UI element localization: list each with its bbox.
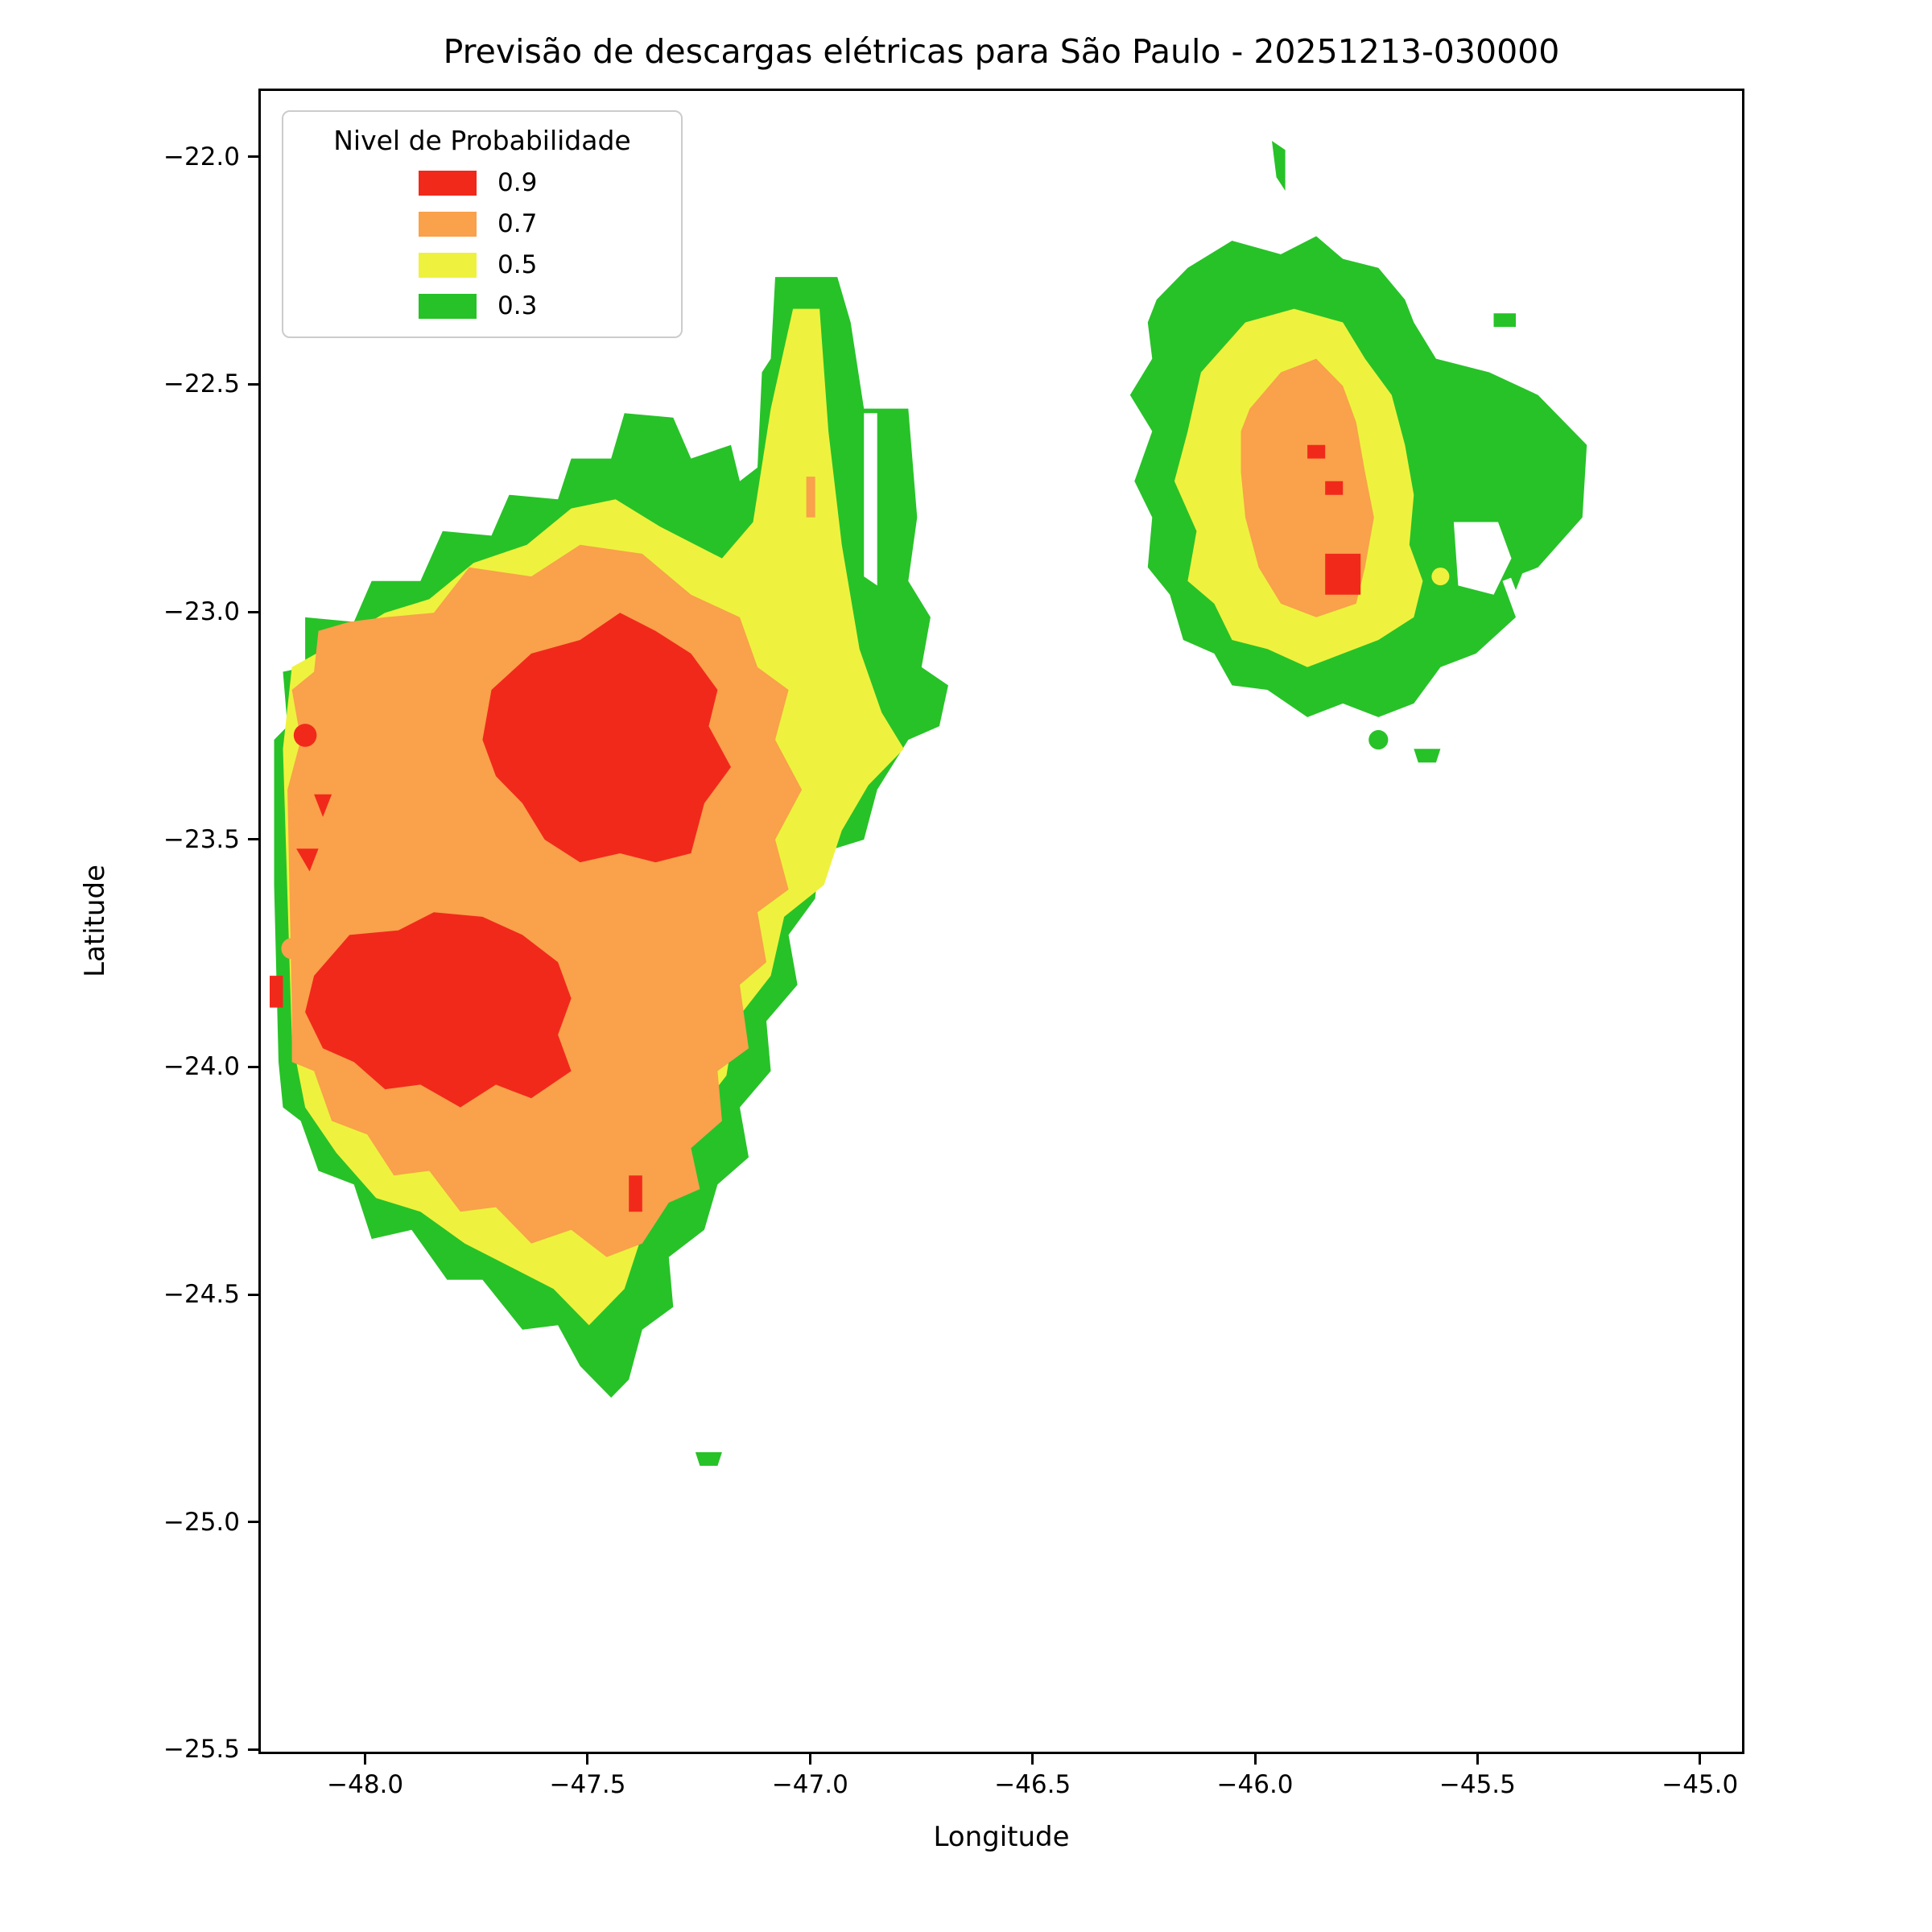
contour-region-ne-notch-gap bbox=[1453, 522, 1512, 595]
contour-region-sw-core-south bbox=[305, 912, 572, 1108]
legend-swatch-0.5 bbox=[419, 252, 477, 278]
legend-title: Nivel de Probabilidade bbox=[333, 125, 631, 156]
legend-label-0.7: 0.7 bbox=[497, 209, 538, 238]
contour-region-ne-core-dash-1 bbox=[1307, 444, 1326, 459]
legend-label-0.9: 0.9 bbox=[497, 168, 538, 197]
y-tick-5 bbox=[248, 1293, 258, 1296]
contour-region-ne-dash-east bbox=[1493, 313, 1516, 328]
y-tick-label-7: −25.5 bbox=[163, 1735, 240, 1765]
y-tick-3 bbox=[248, 838, 258, 841]
contour-canvas bbox=[270, 141, 1587, 1466]
x-tick-label-3: −46.5 bbox=[994, 1770, 1071, 1799]
contour-region-ne-notch-fleck bbox=[1507, 567, 1525, 590]
y-tick-label-4: −24.0 bbox=[163, 1052, 240, 1082]
x-tick-label-0: −48.0 bbox=[327, 1770, 404, 1799]
legend-entry-0.5: 0.5 bbox=[291, 250, 673, 279]
legend-swatch-0.3 bbox=[419, 293, 477, 319]
contour-region-ne-core bbox=[1325, 553, 1361, 595]
contour-region-sw-south-dash bbox=[629, 1175, 642, 1212]
y-tick-7 bbox=[248, 1748, 258, 1751]
contour-marker-ne-green-dot bbox=[1368, 729, 1389, 750]
y-tick-6 bbox=[248, 1521, 258, 1524]
x-tick-4 bbox=[1253, 1754, 1257, 1765]
x-tick-3 bbox=[1031, 1754, 1034, 1765]
contour-region-ne-core-dash-2 bbox=[1325, 481, 1344, 495]
legend-swatch-0.7 bbox=[419, 211, 477, 237]
y-tick-2 bbox=[248, 610, 258, 613]
legend-items: 0.9 0.7 0.5 0.3 bbox=[291, 168, 673, 320]
contour-region-sw-core-north bbox=[482, 613, 731, 863]
x-tick-5 bbox=[1476, 1754, 1479, 1765]
x-tick-label-4: −46.0 bbox=[1216, 1770, 1294, 1799]
y-tick-label-2: −23.0 bbox=[163, 597, 240, 627]
legend-label-0.3: 0.3 bbox=[497, 291, 538, 320]
y-tick-label-1: −22.5 bbox=[163, 369, 240, 399]
contour-region-south-dash bbox=[695, 1452, 722, 1466]
contour-marker-west-orange-dot bbox=[281, 938, 303, 960]
contour-region-west-edge-bit-2 bbox=[296, 848, 319, 872]
contour-region-west-edge-bit-1 bbox=[314, 794, 332, 817]
legend-entry-0.9: 0.9 bbox=[291, 168, 673, 197]
legend-entry-0.3: 0.3 bbox=[291, 291, 673, 320]
y-axis-label: Latitude bbox=[79, 865, 111, 977]
contour-region-strip-gap bbox=[864, 413, 877, 586]
contour-region-ne-storm-high bbox=[1241, 358, 1374, 617]
x-tick-label-1: −47.5 bbox=[549, 1770, 626, 1799]
x-axis-label: Longitude bbox=[933, 1821, 1070, 1853]
y-tick-4 bbox=[248, 1065, 258, 1068]
contour-marker-ne-yellow-dot bbox=[1431, 568, 1450, 586]
x-tick-0 bbox=[364, 1754, 367, 1765]
x-tick-1 bbox=[586, 1754, 589, 1765]
contour-region-west-edge-bit-3 bbox=[270, 976, 283, 1008]
legend-label-0.5: 0.5 bbox=[497, 250, 538, 279]
legend: Nivel de Probabilidade 0.9 0.7 0.5 0.3 bbox=[282, 110, 683, 338]
x-tick-label-5: −45.5 bbox=[1439, 1770, 1516, 1799]
y-tick-1 bbox=[248, 382, 258, 386]
x-tick-label-2: −47.0 bbox=[771, 1770, 848, 1799]
plot-area: Nivel de Probabilidade 0.9 0.7 0.5 0.3 bbox=[258, 89, 1744, 1754]
x-tick-2 bbox=[808, 1754, 811, 1765]
legend-entry-0.7: 0.7 bbox=[291, 209, 673, 238]
y-tick-label-6: −25.0 bbox=[163, 1507, 240, 1537]
contour-region-north-sliver bbox=[1272, 141, 1286, 191]
y-tick-label-0: −22.0 bbox=[163, 142, 240, 171]
y-tick-0 bbox=[248, 155, 258, 159]
contour-region-ne-dash-south bbox=[1414, 749, 1441, 763]
legend-swatch-0.9 bbox=[419, 170, 477, 196]
x-tick-label-6: −45.0 bbox=[1662, 1770, 1739, 1799]
contour-marker-west-red-dot bbox=[293, 724, 317, 747]
y-tick-label-5: −24.5 bbox=[163, 1280, 240, 1310]
contour-region-strip-high-dash bbox=[806, 477, 815, 518]
x-tick-6 bbox=[1699, 1754, 1702, 1765]
y-tick-label-3: −23.5 bbox=[163, 824, 240, 854]
chart-title: Previsão de descargas elétricas para São… bbox=[443, 32, 1560, 71]
